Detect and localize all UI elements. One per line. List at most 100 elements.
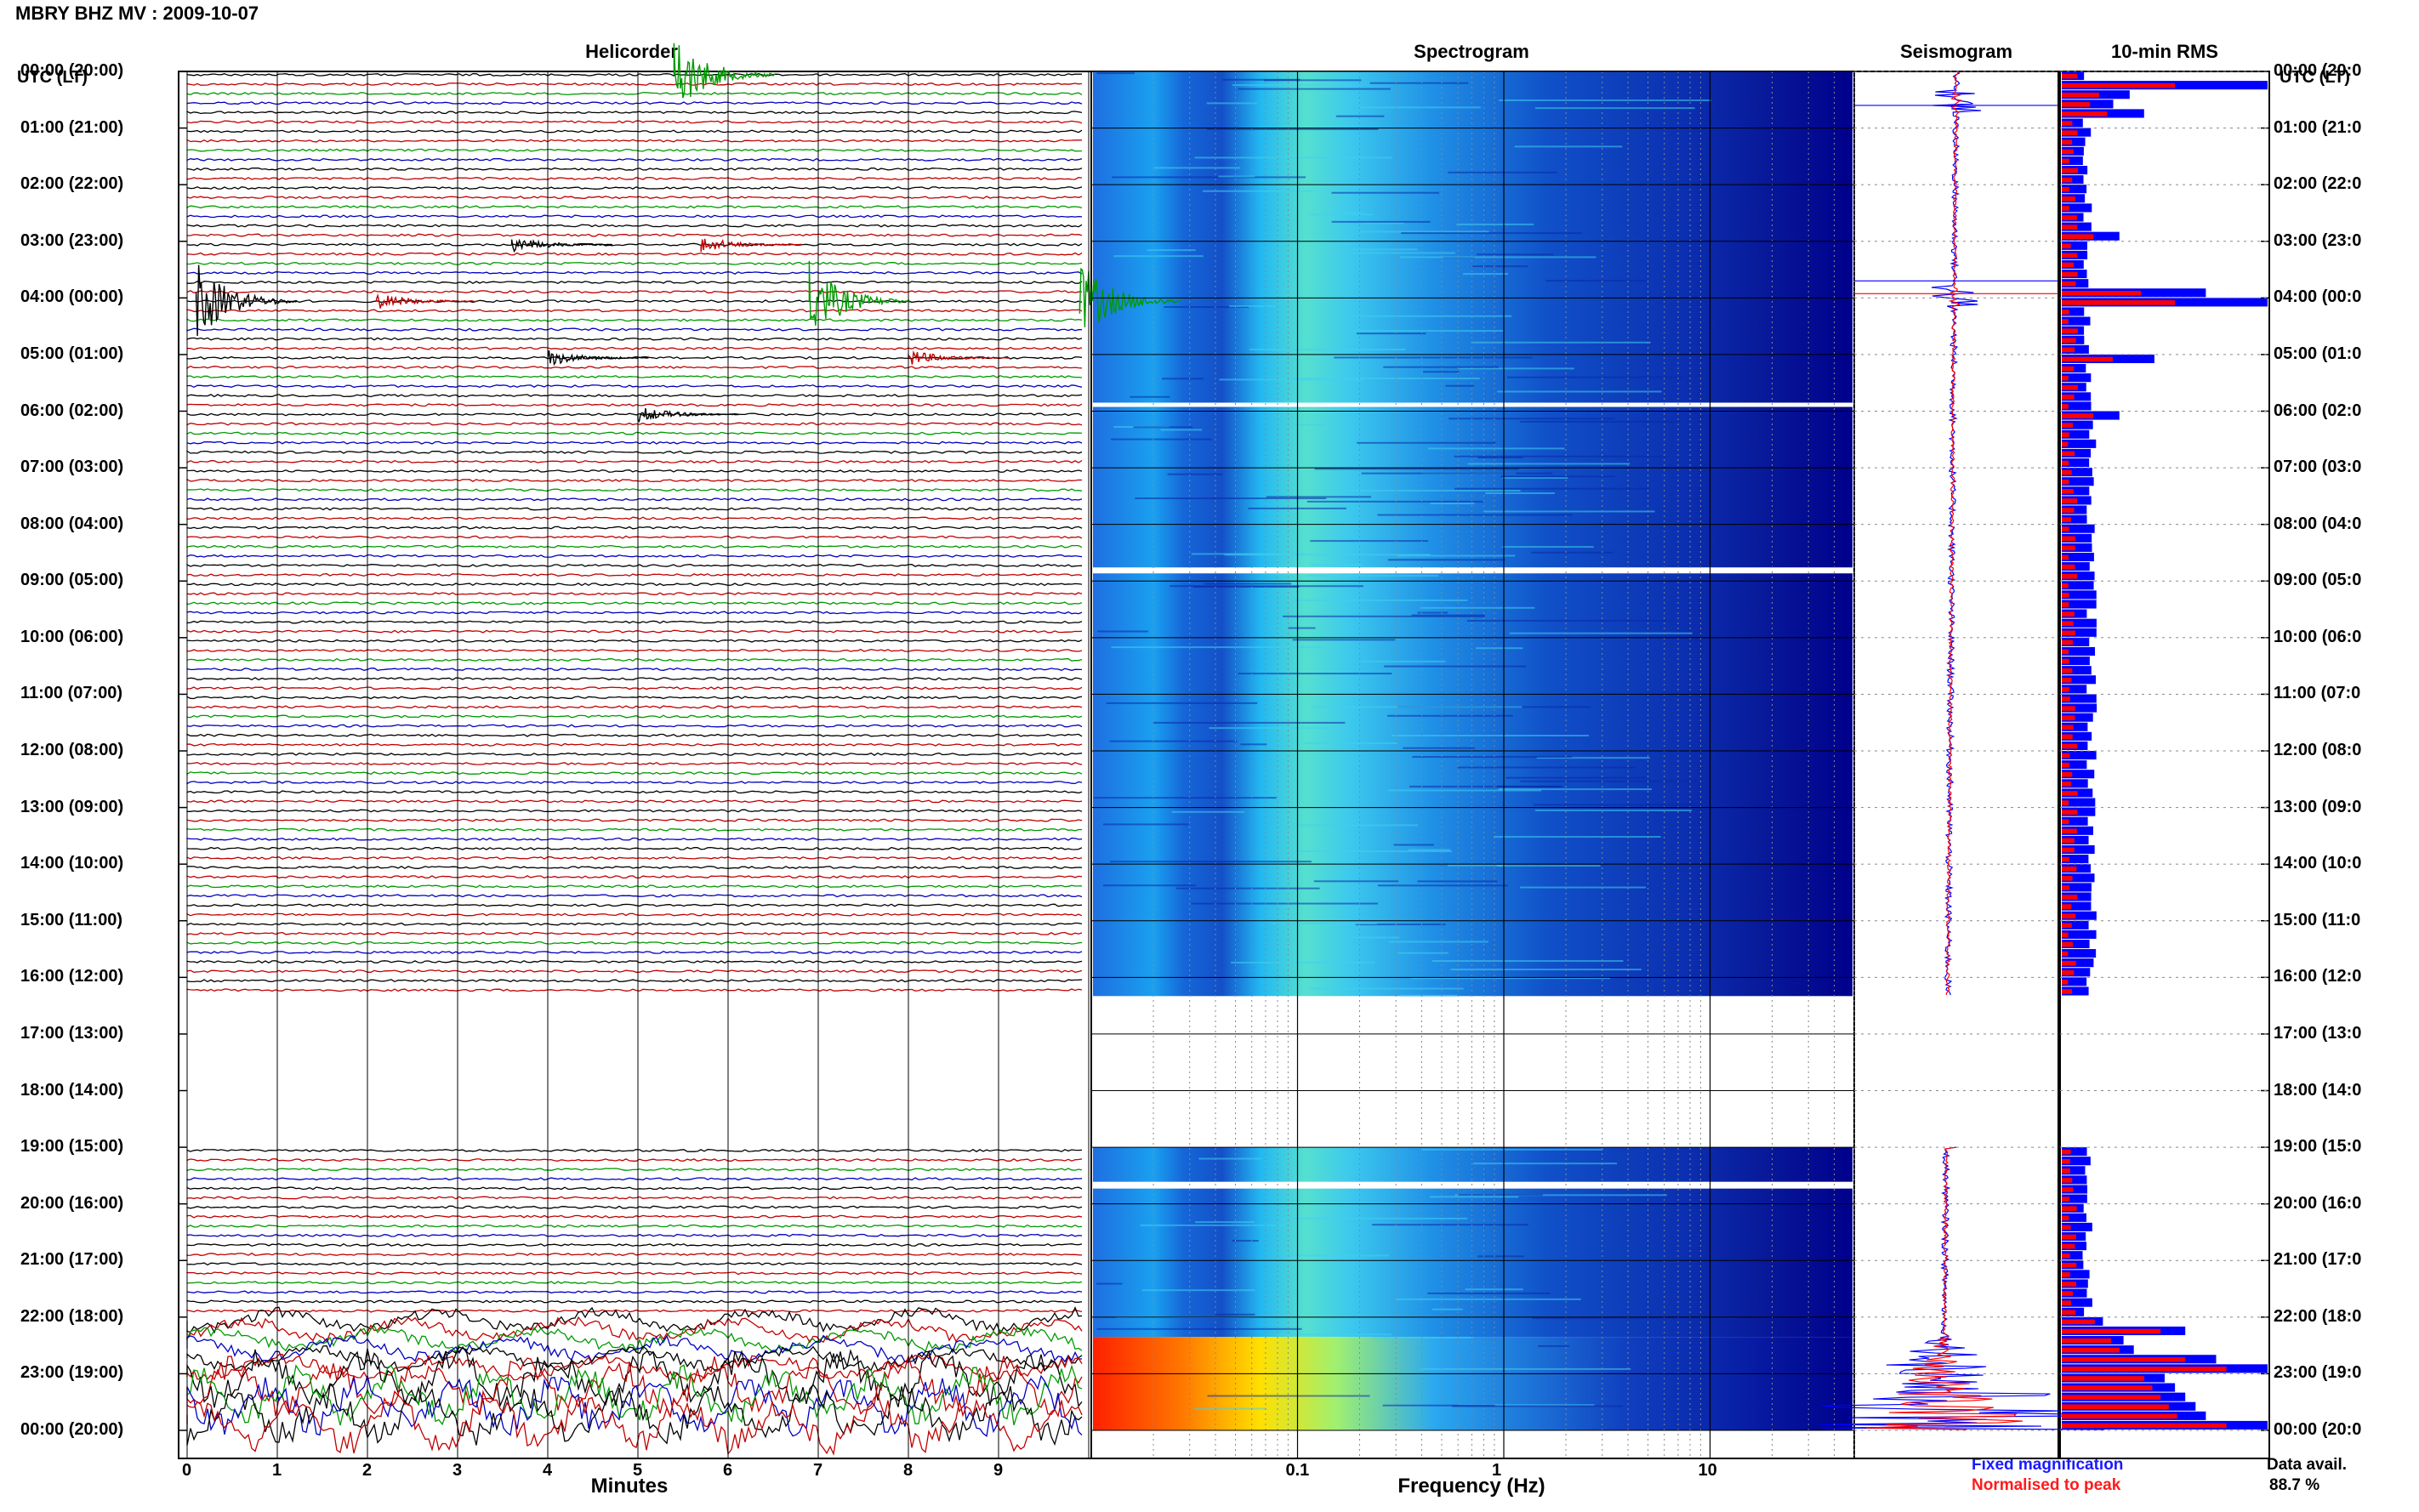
helicorder-trace (186, 544, 1083, 549)
rms-bar-normalised (2062, 1395, 2161, 1400)
time-label-right: 02:00 (22:0 (2274, 174, 2362, 194)
rms-bar-normalised (2062, 1347, 2120, 1353)
rms-bar-normalised (2062, 206, 2069, 211)
rms-bar-normalised (2062, 1404, 2169, 1410)
rms-bar-fixed (2062, 713, 2093, 722)
rms-bar-normalised (2062, 687, 2069, 692)
helicorder-trace (186, 611, 1083, 615)
helicorder-trace (186, 818, 1083, 822)
spectrogram-streak (1387, 714, 1513, 717)
rms-bar-normalised (2062, 168, 2079, 173)
frequency-tick-label: 0.1 (1285, 1461, 1310, 1480)
helicorder-trace (186, 92, 1083, 96)
rms-bar-fixed (2062, 137, 2086, 146)
rms-bar-normalised (2062, 498, 2078, 503)
helicorder-trace (186, 1394, 1083, 1456)
rms-bar-normalised (2062, 73, 2078, 79)
rms-bar-normalised (2062, 102, 2091, 107)
rms-bar-normalised (2062, 111, 2108, 117)
helicorder-trace (186, 837, 1083, 841)
rms-bar-normalised (2062, 281, 2076, 287)
helicorder-trace (186, 459, 1083, 463)
event-waveform (195, 264, 298, 337)
spectrogram-streak (1204, 583, 1292, 585)
helicorder-trace (186, 979, 1083, 983)
spectrogram-streak (1420, 1367, 1631, 1370)
spectrogram-streak (1238, 88, 1391, 90)
rms-bar-normalised (2062, 489, 2074, 494)
helicorder-trace (186, 781, 1083, 785)
rms-bar-fixed (2062, 977, 2087, 986)
event-waveform (547, 350, 649, 367)
rms-bar-normalised (2062, 941, 2073, 947)
rms-bar-normalised (2062, 451, 2075, 457)
rms-bar-normalised (2062, 384, 2078, 390)
spectrogram-streak (1427, 1292, 1551, 1294)
rms-bar-normalised (2062, 791, 2078, 796)
helicorder-trace (186, 186, 1083, 190)
rms-bar-fixed (2062, 722, 2088, 731)
spectrogram-streak (1531, 551, 1614, 554)
helicorder-trace (186, 875, 1083, 879)
spectrogram-streak (1096, 1327, 1302, 1330)
rms-bar-fixed (2062, 1194, 2087, 1203)
rms-bar-normalised (2062, 725, 2074, 730)
rms-bar-normalised (2062, 989, 2072, 994)
rms-bar-normalised (2062, 215, 2077, 220)
time-label-right: 22:00 (18:0 (2274, 1306, 2362, 1326)
spectrogram-streak (1520, 886, 1647, 889)
spectrogram-streak (1294, 423, 1326, 426)
helicorder-trace (186, 855, 1083, 860)
spectrogram-streak (1454, 455, 1666, 458)
rms-bar-fixed (2062, 949, 2097, 958)
spectrogram-streak (1391, 735, 1589, 737)
helicorder-trace (186, 912, 1083, 917)
rms-bar-normalised (2062, 630, 2076, 636)
chart-title: MBRY BHZ MV : 2009-10-07 (15, 3, 259, 24)
rms-bar-normalised (2062, 338, 2076, 344)
rms-bar-normalised (2062, 545, 2075, 551)
spectrogram-streak (1536, 757, 1650, 759)
spectrogram-streak (1352, 330, 1504, 333)
helicorder-trace (186, 1186, 1083, 1191)
helicorder-trace (186, 111, 1083, 115)
rms-bar-normalised (2062, 328, 2078, 333)
time-label-left: 02:00 (22:00) (20, 174, 124, 194)
spectrogram-streak (1387, 789, 1542, 792)
rms-bar-normalised (2062, 1187, 2074, 1192)
rms-bar-fixed (2062, 657, 2090, 666)
rms-bar-fixed (2062, 770, 2095, 779)
rms-bar-normalised (2062, 960, 2076, 966)
rms-bar-normalised (2062, 130, 2078, 135)
spectrogram-streak (1372, 1336, 1474, 1339)
spectrogram-streak (1207, 1395, 1370, 1397)
spectrogram-streak (1263, 79, 1362, 82)
event-waveform (637, 407, 739, 423)
time-label-right: 08:00 (04:0 (2274, 514, 2362, 533)
time-label-right: 14:00 (10:0 (2274, 854, 2362, 873)
spectrogram-streak (1476, 253, 1554, 256)
rms-bar-normalised (2062, 658, 2069, 664)
spectrogram-streak (1355, 924, 1446, 926)
rms-bar-fixed (2062, 1175, 2087, 1185)
panel-frame-3 (2059, 71, 2270, 1459)
helicorder-trace (186, 894, 1083, 898)
helicorder-trace (186, 790, 1083, 794)
helicorder-trace (186, 1177, 1083, 1181)
spectrogram-streak (1514, 145, 1623, 148)
spectrogram-streak (1164, 306, 1249, 309)
rms-bar-fixed (2062, 448, 2092, 458)
helicorder-trace (186, 214, 1083, 219)
helicorder-trace (186, 167, 1083, 171)
helicorder-trace (186, 668, 1083, 672)
rms-bar-normalised (2062, 1253, 2070, 1259)
time-label-left: 15:00 (11:00) (20, 910, 123, 929)
helicorder-trace (186, 309, 1083, 313)
spectrogram-streak (1397, 952, 1449, 954)
spectrogram-streak (1103, 823, 1189, 826)
helicorder-trace (186, 1353, 1083, 1381)
spectrogram-streak (1360, 106, 1481, 109)
helicorder-trace (186, 960, 1083, 964)
helicorder-title: Helicorder (585, 41, 678, 62)
helicorder-trace (186, 270, 1083, 275)
